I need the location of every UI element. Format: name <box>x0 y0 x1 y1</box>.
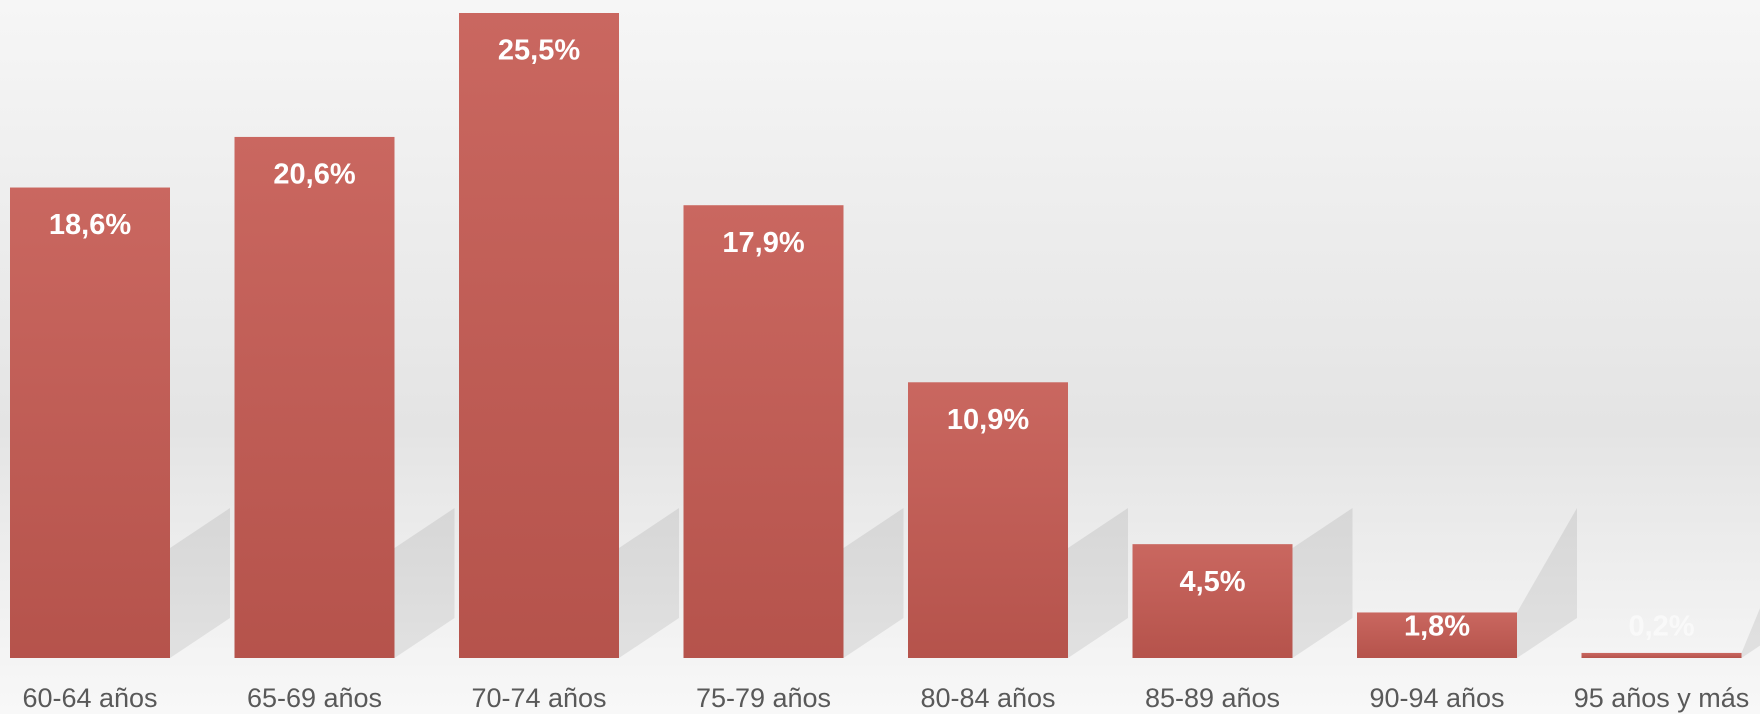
x-tick-label: 80-84 años <box>920 683 1055 713</box>
bar-shadow <box>394 508 455 658</box>
bar-shadow <box>1068 508 1128 658</box>
bar-shade <box>234 136 395 659</box>
value-label: 25,5% <box>498 35 580 67</box>
x-tick-label: 95 años y más <box>1574 683 1750 713</box>
bar-shade <box>683 205 844 658</box>
x-tick-label: 65-69 años <box>247 683 382 713</box>
bar-shadow <box>170 508 230 658</box>
value-label: 4,5% <box>1179 566 1245 598</box>
bar-shadow <box>843 508 904 658</box>
bar-shadow <box>1517 508 1577 658</box>
x-tick-label: 90-94 años <box>1369 683 1504 713</box>
bar-shade <box>1357 612 1517 658</box>
value-label: 1,8% <box>1404 611 1470 643</box>
bar-shade <box>459 13 619 658</box>
bar-shadow <box>619 508 679 658</box>
value-label: 17,9% <box>722 227 804 259</box>
bar-shadow <box>1292 508 1353 658</box>
value-label: 0,2% <box>1628 611 1694 643</box>
bar-shadow <box>1741 608 1760 658</box>
x-tick-label: 85-89 años <box>1145 683 1280 713</box>
x-tick-label: 75-79 años <box>696 683 831 713</box>
bar-shade <box>1132 544 1293 658</box>
bar-shade <box>10 187 170 658</box>
bar-shade <box>908 382 1068 658</box>
x-tick-label: 60-64 años <box>22 683 157 713</box>
value-label: 10,9% <box>947 404 1029 436</box>
bar-shade <box>1581 652 1742 658</box>
value-label: 20,6% <box>273 159 355 191</box>
x-tick-label: 70-74 años <box>471 683 606 713</box>
value-label: 18,6% <box>49 209 131 241</box>
